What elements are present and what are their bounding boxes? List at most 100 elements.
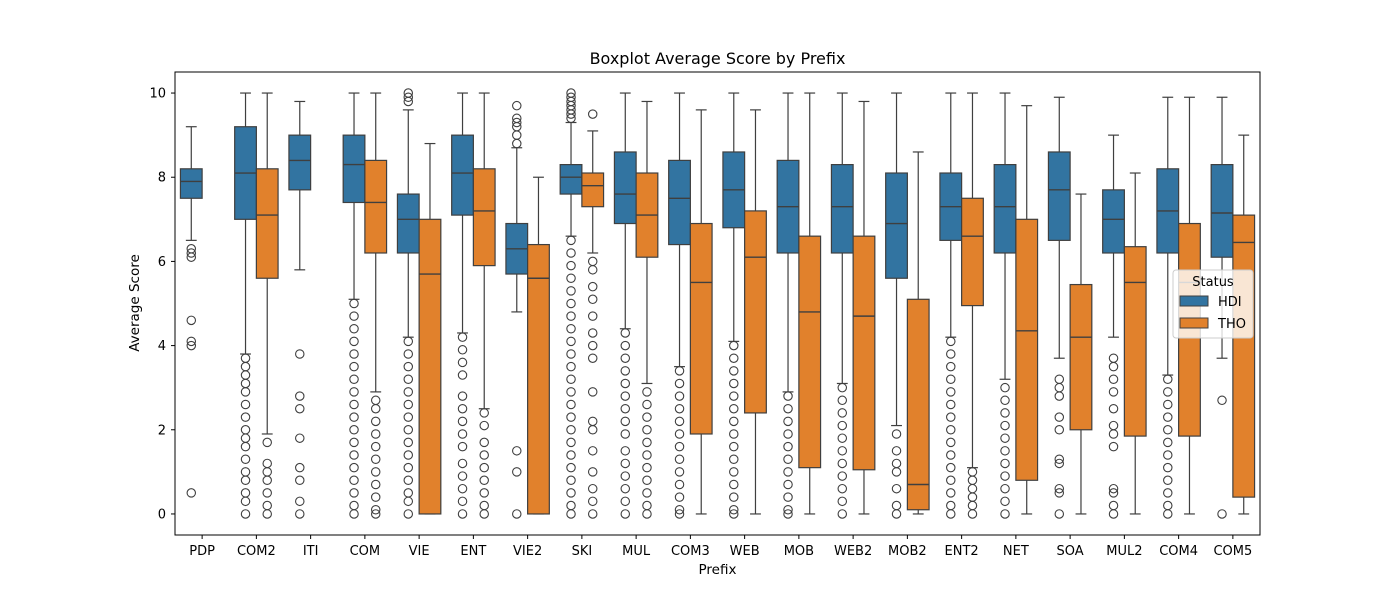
outlier-point-web2-hdi [837,408,848,418]
outlier-point-com2-hdi [240,509,251,519]
y-tick-label: 6 [158,255,166,270]
legend-label-hdi: HDI [1218,295,1242,310]
outlier-point-iti-hdi [295,475,305,486]
outlier-point-ent-hdi [457,429,468,439]
outlier-point-com-hdi [349,387,359,397]
iqr-box-vie-tho [418,218,442,515]
outlier-point-ent2-hdi [946,488,956,498]
box-ent-hdi [451,92,474,519]
outlier-point-com3-hdi [674,441,685,452]
iqr-box-ski-hdi [559,164,583,195]
outlier-point-iti-hdi [295,509,305,519]
outlier-point-vie-hdi [403,488,414,498]
iqr-box-web-tho [744,210,767,414]
box-vie-tho [418,142,442,515]
outlier-point-ski-hdi [566,361,576,372]
x-tick-label-soa: SOA [1057,544,1084,559]
outlier-point-com3-hdi [674,454,685,464]
box-vie-hdi [396,88,420,519]
box-net-tho [1015,105,1039,515]
outlier-point-ski-hdi [566,450,576,460]
outlier-point-mul-tho [642,450,652,460]
outlier-point-pdp-hdi [186,315,197,326]
box-com5-hdi [1210,96,1234,519]
outlier-point-vie-hdi [403,387,414,397]
outlier-point-iti-hdi [295,391,305,401]
outlier-point-com4-hdi [1163,412,1173,422]
outlier-point-com3-hdi [674,403,685,414]
outlier-point-com2-hdi [240,387,251,397]
outlier-point-com-hdi [349,462,359,473]
outlier-point-ski-hdi [566,113,576,124]
iqr-box-com-hdi [342,134,366,204]
outlier-point-mul-hdi [620,483,631,494]
outlier-point-ent2-hdi [946,374,956,385]
outlier-point-web2-hdi [837,496,848,507]
outlier-point-pdp-hdi [186,340,197,351]
outlier-point-soa-hdi [1054,374,1065,385]
outlier-point-mul-tho [642,475,652,486]
x-axis-title: Prefix [699,562,737,578]
box-mob-tho [798,92,822,515]
outlier-point-com-hdi [349,437,359,448]
outlier-point-ent2-hdi [946,425,956,435]
iqr-box-mul-hdi [613,151,637,225]
x-tick-label-mul2: MUL2 [1106,544,1142,559]
legend-swatch-hdi [1179,295,1209,307]
box-web-hdi [722,92,746,519]
outlier-point-ent2-hdi [946,412,956,422]
outlier-point-ent-tho [479,509,489,519]
outlier-point-vie-hdi [403,437,414,448]
box-vie2-tho [527,176,550,515]
x-tick-label-mob2: MOB2 [888,544,927,559]
x-tick-label-ent2: ENT2 [945,544,979,559]
outlier-point-com4-hdi [1163,450,1173,460]
outlier-point-ent-hdi [457,416,468,427]
outlier-point-mul-tho [642,387,652,397]
outlier-point-vie-hdi [403,450,414,460]
outlier-point-web-hdi [729,504,739,515]
outlier-point-com3-hdi [674,492,685,502]
outlier-point-com-hdi [349,336,359,347]
iqr-box-soa-hdi [1047,151,1071,241]
outlier-point-web-hdi [729,429,739,439]
outlier-point-mul-hdi [620,416,631,427]
outlier-point-com2-hdi [240,370,251,380]
outlier-point-com2-tho [262,500,272,511]
outlier-point-ski-tho [587,311,598,321]
outlier-point-mul2-hdi [1108,361,1119,372]
box-ent2-tho [961,92,984,519]
x-tick-label-web: WEB [730,544,760,559]
outlier-point-vie2-hdi [512,130,522,140]
outlier-point-com3-hdi [674,479,685,490]
iqr-box-net-hdi [993,164,1017,254]
outlier-point-mul2-hdi [1108,353,1119,363]
outlier-point-com2-tho [262,475,272,486]
x-tick-label-pdp: PDP [189,544,215,559]
outlier-point-com4-hdi [1163,374,1173,385]
outlier-point-ent2-hdi [946,462,956,473]
outlier-point-mob-hdi [783,504,793,515]
outlier-point-mul-hdi [620,391,631,401]
outlier-point-mob2-hdi [891,509,902,519]
outlier-point-com2-tho [262,488,272,498]
outlier-point-vie2-hdi [512,446,522,456]
outlier-point-soa-hdi [1054,488,1065,498]
outlier-point-ent2-hdi [946,336,956,347]
box-ski-tho [581,109,605,519]
outlier-point-vie2-hdi [512,509,522,519]
outlier-point-com3-hdi [674,509,685,519]
legend-swatch-tho [1179,317,1209,329]
outlier-point-com-hdi [349,311,359,321]
outlier-point-ent-hdi [457,509,468,519]
outlier-point-pdp-hdi [186,336,197,347]
outlier-point-ski-tho [587,294,598,305]
outlier-point-ski-tho [587,109,598,119]
outlier-point-ski-hdi [566,488,576,498]
outlier-point-web-hdi [729,366,739,376]
legend-title: Status [1192,275,1234,290]
box-mul2-hdi [1102,134,1125,519]
outlier-point-soa-hdi [1054,483,1065,494]
outlier-point-ent2-tho [967,509,978,519]
